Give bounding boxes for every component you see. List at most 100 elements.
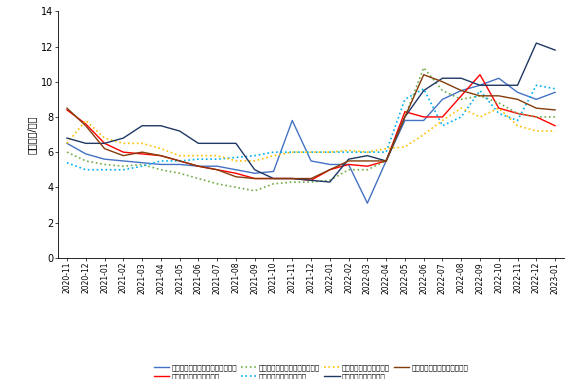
成都荷润农产品批发市场 (195, 157, 202, 161)
郑州万邦农产品批发市场 (364, 164, 371, 169)
浙江嘉兴水果批发市场 (214, 141, 221, 146)
郑州万邦农产品批发市场 (533, 115, 540, 119)
汕头市农副产品批发中心市场 (439, 80, 446, 84)
沈阳八素子水果批发市场 (495, 106, 502, 110)
浙江嘉兴水果批发市场 (345, 157, 352, 161)
沈阳八素子水果批发市场 (251, 159, 258, 163)
北京新发地农副产品批发市场中心 (233, 168, 240, 172)
湖南（长沙）红星水果批发市场 (270, 182, 277, 186)
沈阳八素子水果批发市场 (289, 150, 295, 154)
浙江嘉兴水果批发市场 (289, 176, 295, 181)
沈阳八素子水果批发市场 (476, 115, 483, 119)
汕头市农副产品批发中心市场 (101, 146, 108, 151)
沈阳八素子水果批发市场 (401, 145, 408, 149)
汕头市农副产品批发中心市场 (251, 176, 258, 181)
湖南（长沙）红星水果批发市场 (458, 97, 465, 102)
郑州万邦农产品批发市场 (458, 94, 465, 98)
沈阳八素子水果批发市场 (552, 129, 559, 133)
湖南（长沙）红星水果批发市场 (195, 176, 202, 181)
郑州万邦农产品批发市场 (195, 164, 202, 169)
浙江嘉兴水果批发市场 (533, 41, 540, 45)
湖南（长沙）红星水果批发市场 (439, 88, 446, 93)
Line: 沈阳八素子水果批发市场: 沈阳八素子水果批发市场 (67, 108, 555, 161)
郑州万邦农产品批发市场 (476, 72, 483, 77)
北京新发地农副产品批发市场中心 (308, 159, 314, 163)
郑州万邦农产品批发市场 (308, 178, 314, 183)
浙江嘉兴水果批发市场 (439, 76, 446, 80)
北京新发地农副产品批发市场中心 (552, 90, 559, 95)
成都荷润农产品批发市场 (533, 83, 540, 88)
汕头市农副产品批发中心市场 (289, 176, 295, 181)
成都荷润农产品批发市场 (289, 150, 295, 154)
北京新发地农副产品批发市场中心 (401, 118, 408, 123)
湖南（长沙）红星水果批发市场 (101, 162, 108, 167)
湖南（长沙）红星水果批发市场 (251, 189, 258, 193)
成都荷润农产品批发市场 (308, 150, 314, 154)
沈阳八素子水果批发市场 (195, 153, 202, 158)
成都荷润农产品批发市场 (214, 157, 221, 161)
郑州万邦农产品批发市场 (420, 115, 427, 119)
北京新发地农副产品批发市场中心 (251, 171, 258, 175)
汕头市农副产品批发中心市场 (495, 94, 502, 98)
沈阳八素子水果批发市场 (327, 150, 334, 154)
湖南（长沙）红星水果批发市场 (120, 164, 127, 169)
湖南（长沙）红星水果批发市场 (176, 171, 183, 175)
湖南（长沙）红星水果批发市场 (327, 178, 334, 183)
北京新发地农副产品批发市场中心 (157, 162, 164, 167)
沈阳八素子水果批发市场 (157, 146, 164, 151)
汕头市农副产品批发中心市场 (552, 108, 559, 112)
Line: 郑州万邦农产品批发市场: 郑州万邦农产品批发市场 (67, 75, 555, 180)
郑州万邦农产品批发市场 (233, 171, 240, 175)
北京新发地农副产品批发市场中心 (139, 160, 146, 165)
汕头市农副产品批发中心市场 (420, 72, 427, 77)
湖南（长沙）红星水果批发市场 (495, 100, 502, 105)
湖南（长沙）红星水果批发市场 (364, 168, 371, 172)
郑州万邦农产品批发市场 (382, 159, 389, 163)
湖南（长沙）红星水果批发市场 (514, 111, 521, 116)
汕头市农副产品批发中心市场 (401, 115, 408, 119)
沈阳八素子水果批发市场 (514, 124, 521, 128)
北京新发地农副产品批发市场中心 (289, 118, 295, 123)
郑州万邦农产品批发市场 (176, 159, 183, 163)
成都荷润农产品批发市场 (495, 111, 502, 116)
汕头市农副产品批发中心市场 (364, 159, 371, 163)
浙江嘉兴水果批发市场 (82, 141, 89, 146)
成都荷润农产品批发市场 (63, 160, 70, 165)
郑州万邦农产品批发市场 (251, 176, 258, 181)
沈阳八素子水果批发市场 (120, 141, 127, 146)
北京新发地农副产品批发市场中心 (176, 162, 183, 167)
Line: 浙江嘉兴水果批发市场: 浙江嘉兴水果批发市场 (67, 43, 555, 182)
沈阳八素子水果批发市场 (420, 132, 427, 137)
浙江嘉兴水果批发市场 (495, 83, 502, 88)
北京新发地农副产品批发市场中心 (63, 141, 70, 146)
湖南（长沙）红星水果批发市场 (382, 159, 389, 163)
成都荷润农产品批发市场 (476, 88, 483, 93)
北京新发地农副产品批发市场中心 (476, 83, 483, 88)
浙江嘉兴水果批发市场 (176, 129, 183, 133)
沈阳八素子水果批发市场 (214, 153, 221, 158)
成都荷润农产品批发市场 (139, 164, 146, 169)
汕头市农副产品批发中心市场 (382, 159, 389, 163)
郑州万邦农产品批发市场 (63, 108, 70, 112)
成都荷润农产品批发市场 (157, 159, 164, 163)
湖南（长沙）红星水果批发市场 (289, 180, 295, 184)
成都荷润农产品批发市场 (458, 115, 465, 119)
湖南（长沙）红星水果批发市场 (233, 185, 240, 190)
Line: 湖南（长沙）红星水果批发市场: 湖南（长沙）红星水果批发市场 (67, 68, 555, 191)
成都荷润农产品批发市场 (382, 150, 389, 154)
汕头市农副产品批发中心市场 (308, 176, 314, 181)
Line: 成都荷润农产品批发市场: 成都荷润农产品批发市场 (67, 85, 555, 170)
郑州万邦农产品批发市场 (270, 176, 277, 181)
郑州万邦农产品批发市场 (120, 150, 127, 154)
郑州万邦农产品批发市场 (552, 124, 559, 128)
浙江嘉兴水果批发市场 (476, 83, 483, 88)
郑州万邦农产品批发市场 (289, 176, 295, 181)
郑州万邦农产品批发市场 (439, 115, 446, 119)
北京新发地农副产品批发市场中心 (495, 76, 502, 80)
浙江嘉兴水果批发市场 (458, 76, 465, 80)
浙江嘉兴水果批发市场 (101, 141, 108, 146)
沈阳八素子水果批发市场 (439, 118, 446, 123)
北京新发地农副产品批发市场中心 (382, 159, 389, 163)
汕头市农副产品批发中心市场 (120, 153, 127, 158)
成都荷润农产品批发市场 (514, 118, 521, 123)
